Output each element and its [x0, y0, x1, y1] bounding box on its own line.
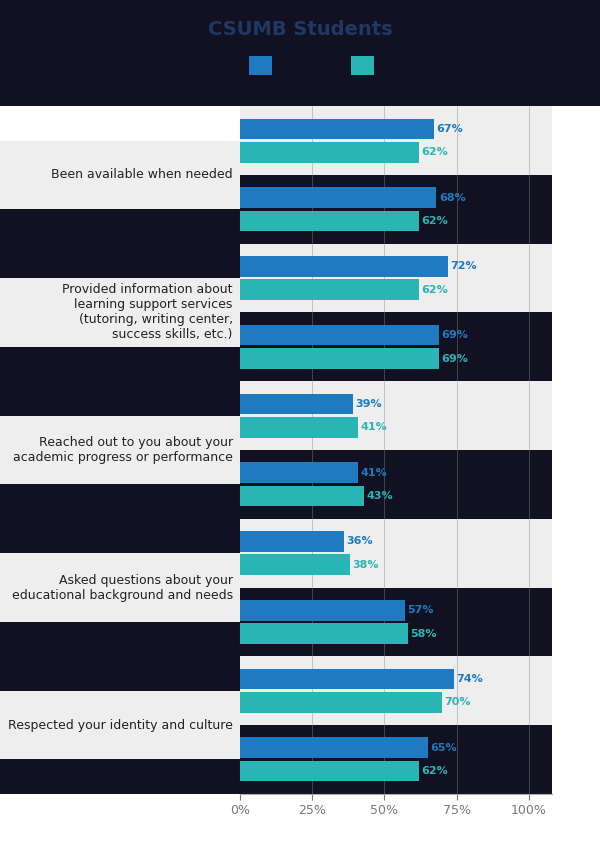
Text: 69%: 69% — [442, 330, 469, 340]
Text: 39%: 39% — [355, 399, 382, 409]
Bar — [240, 588, 552, 656]
Bar — [240, 417, 358, 437]
Text: 68%: 68% — [439, 193, 466, 203]
Bar — [240, 656, 552, 725]
Bar — [0, 346, 240, 416]
Text: 72%: 72% — [451, 261, 477, 272]
Bar — [0, 621, 240, 691]
Text: Been available when needed: Been available when needed — [51, 168, 233, 182]
Bar — [240, 175, 552, 244]
Text: 57%: 57% — [407, 605, 433, 616]
Text: 69%: 69% — [442, 353, 469, 363]
Bar — [240, 554, 350, 575]
Bar — [240, 256, 448, 277]
Bar — [0, 759, 240, 829]
Bar — [240, 211, 419, 231]
Bar — [240, 381, 552, 450]
Text: 65%: 65% — [430, 743, 457, 753]
Text: 74%: 74% — [456, 674, 483, 684]
Bar — [240, 519, 552, 588]
Bar — [240, 279, 419, 300]
Text: Asked questions about your
educational background and needs: Asked questions about your educational b… — [11, 574, 233, 601]
Bar — [240, 463, 358, 483]
Bar — [240, 244, 552, 312]
Bar — [240, 325, 439, 346]
Bar — [240, 188, 436, 208]
Bar — [240, 669, 454, 689]
Bar — [0, 209, 240, 278]
Text: 62%: 62% — [421, 147, 448, 157]
Text: 41%: 41% — [361, 468, 388, 478]
Bar — [0, 140, 240, 209]
Text: 58%: 58% — [410, 628, 436, 638]
Text: Provided information about
learning support services
(tutoring, writing center,
: Provided information about learning supp… — [62, 284, 233, 341]
Bar — [240, 119, 434, 139]
Text: 41%: 41% — [361, 422, 388, 432]
Bar — [0, 416, 240, 484]
Text: 67%: 67% — [436, 124, 463, 134]
Bar — [240, 725, 552, 794]
Text: CSUMB Students: CSUMB Students — [208, 20, 392, 39]
Bar — [240, 450, 552, 519]
Bar — [0, 691, 240, 759]
Bar — [351, 56, 374, 75]
Text: 38%: 38% — [352, 559, 379, 570]
Bar — [240, 312, 552, 381]
Bar — [240, 486, 364, 506]
Text: 62%: 62% — [421, 216, 448, 226]
Bar — [240, 106, 552, 175]
Text: 36%: 36% — [346, 537, 373, 547]
Text: 43%: 43% — [367, 491, 393, 501]
Text: Reached out to you about your
academic progress or performance: Reached out to you about your academic p… — [13, 436, 233, 464]
Text: Respected your identity and culture: Respected your identity and culture — [8, 718, 233, 732]
Bar — [240, 761, 419, 781]
Bar — [240, 348, 439, 368]
Bar — [249, 56, 272, 75]
Bar — [240, 692, 442, 712]
Bar — [0, 278, 240, 346]
Text: 62%: 62% — [421, 766, 448, 776]
Text: 62%: 62% — [421, 284, 448, 295]
Text: 70%: 70% — [445, 697, 471, 707]
Bar — [240, 394, 353, 414]
Bar — [0, 554, 240, 621]
Bar — [240, 738, 428, 758]
Bar — [0, 484, 240, 554]
Bar — [240, 142, 419, 162]
Bar — [240, 623, 407, 644]
Bar — [240, 531, 344, 552]
Bar — [240, 600, 404, 621]
